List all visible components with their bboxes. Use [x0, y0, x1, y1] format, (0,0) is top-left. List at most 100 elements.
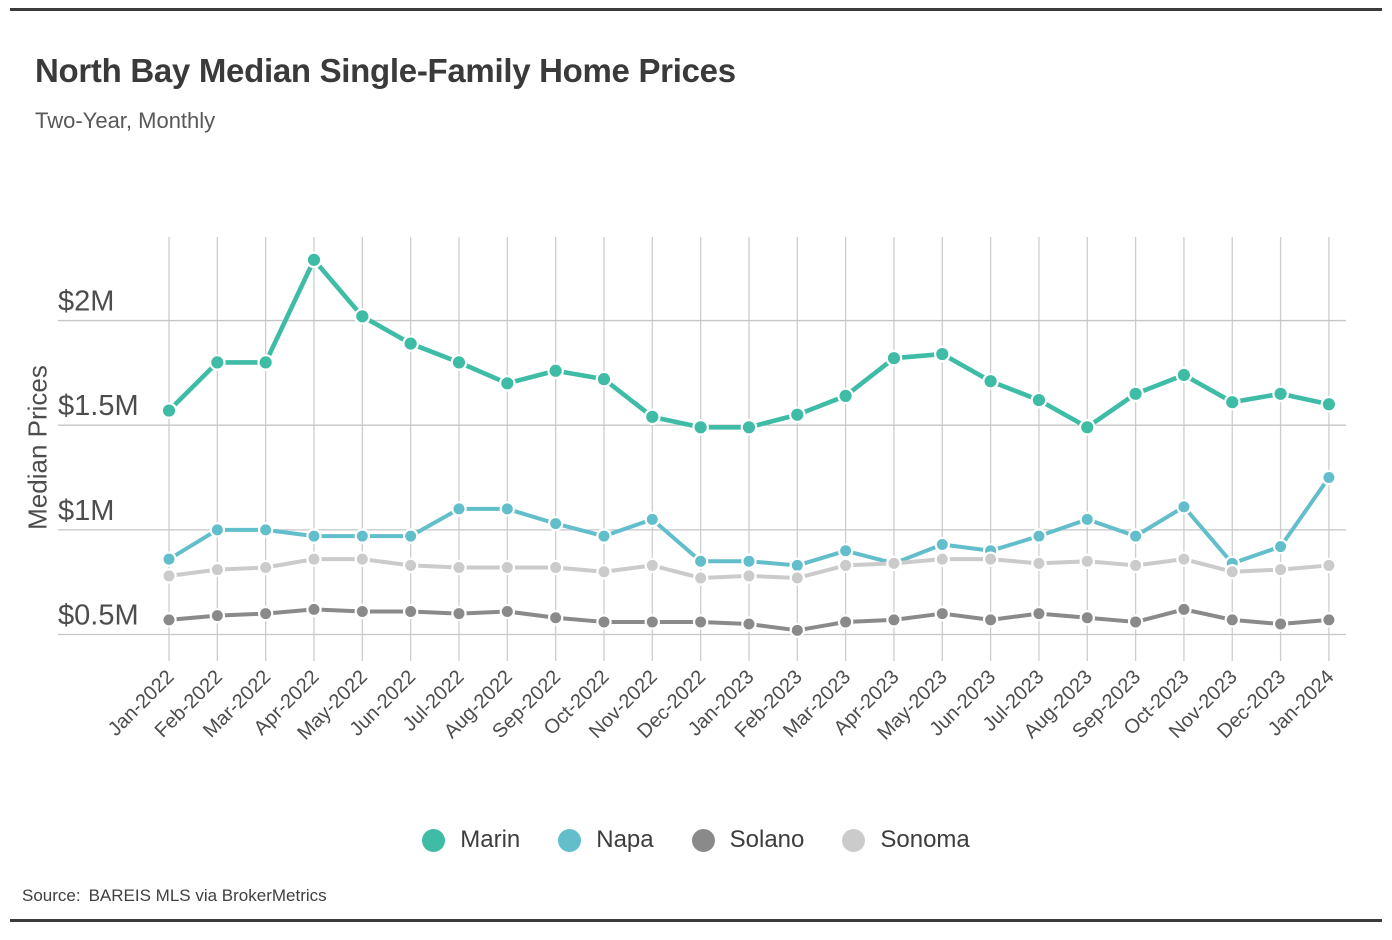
data-point-sonoma[interactable] [1127, 557, 1144, 574]
data-point-solano[interactable] [161, 612, 177, 628]
data-point-solano[interactable] [1224, 612, 1240, 628]
data-point-sonoma[interactable] [837, 557, 854, 574]
data-point-napa[interactable] [934, 536, 950, 553]
data-point-napa[interactable] [451, 501, 467, 517]
data-point-solano[interactable] [257, 605, 274, 622]
data-point-marin[interactable] [933, 345, 951, 363]
data-point-solano[interactable] [934, 605, 950, 622]
data-point-marin[interactable] [1272, 385, 1289, 403]
data-point-marin[interactable] [885, 349, 903, 367]
source-line: Source: BAREIS MLS via BrokerMetrics [22, 886, 327, 906]
data-point-sonoma[interactable] [354, 551, 371, 567]
data-point-marin[interactable] [643, 408, 661, 426]
data-point-marin[interactable] [788, 406, 806, 424]
data-point-napa[interactable] [257, 522, 274, 538]
data-point-napa[interactable] [596, 528, 612, 544]
data-point-napa[interactable] [1272, 538, 1289, 555]
data-point-napa[interactable] [1079, 511, 1095, 528]
data-point-solano[interactable] [789, 622, 805, 639]
data-point-solano[interactable] [402, 603, 419, 620]
legend-item-napa: Napa [558, 826, 654, 854]
data-point-napa[interactable] [741, 553, 757, 569]
data-point-sonoma[interactable] [499, 559, 516, 576]
data-point-napa[interactable] [1176, 499, 1192, 515]
data-point-solano[interactable] [1079, 610, 1095, 626]
data-point-sonoma[interactable] [692, 570, 709, 586]
data-point-solano[interactable] [644, 614, 661, 630]
data-point-solano[interactable] [354, 603, 371, 620]
data-point-sonoma[interactable] [886, 555, 902, 572]
data-point-marin[interactable] [209, 354, 226, 371]
data-point-napa[interactable] [354, 528, 371, 544]
data-point-marin[interactable] [160, 402, 178, 419]
data-point-napa[interactable] [161, 551, 177, 567]
data-point-sonoma[interactable] [306, 551, 322, 567]
data-point-marin[interactable] [305, 251, 323, 269]
data-point-marin[interactable] [692, 418, 709, 436]
data-point-solano[interactable] [1031, 605, 1047, 622]
data-point-napa[interactable] [499, 501, 516, 517]
data-point-marin[interactable] [354, 308, 371, 325]
data-point-solano[interactable] [1272, 616, 1289, 632]
data-point-marin[interactable] [402, 335, 419, 352]
data-point-marin[interactable] [740, 418, 758, 436]
data-point-sonoma[interactable] [1321, 557, 1337, 574]
data-point-sonoma[interactable] [644, 557, 661, 574]
data-point-napa[interactable] [1031, 528, 1047, 544]
data-point-sonoma[interactable] [934, 551, 950, 567]
data-point-napa[interactable] [547, 515, 564, 532]
data-point-marin[interactable] [257, 354, 274, 371]
data-point-marin[interactable] [982, 372, 999, 390]
data-point-napa[interactable] [1321, 469, 1337, 486]
data-point-marin[interactable] [1223, 393, 1241, 411]
data-point-sonoma[interactable] [1176, 551, 1192, 567]
data-point-marin[interactable] [837, 387, 854, 405]
data-point-solano[interactable] [886, 612, 902, 628]
data-point-napa[interactable] [1127, 528, 1144, 544]
data-point-napa[interactable] [837, 543, 854, 559]
data-point-solano[interactable] [1127, 614, 1144, 630]
data-point-sonoma[interactable] [161, 568, 177, 584]
data-point-solano[interactable] [1321, 612, 1337, 628]
data-point-solano[interactable] [596, 614, 612, 630]
data-point-solano[interactable] [837, 614, 854, 630]
data-point-napa[interactable] [209, 522, 226, 538]
data-point-napa[interactable] [402, 528, 419, 544]
data-point-napa[interactable] [692, 553, 709, 569]
data-point-marin[interactable] [1078, 418, 1096, 436]
data-point-marin[interactable] [1175, 366, 1193, 384]
data-point-solano[interactable] [499, 603, 516, 620]
data-point-marin[interactable] [1320, 395, 1338, 413]
data-point-solano[interactable] [741, 616, 757, 632]
data-point-sonoma[interactable] [789, 570, 805, 586]
data-point-sonoma[interactable] [741, 568, 757, 584]
data-point-solano[interactable] [306, 601, 322, 618]
data-point-sonoma[interactable] [209, 561, 226, 578]
data-point-sonoma[interactable] [257, 559, 274, 576]
data-point-napa[interactable] [644, 511, 661, 528]
data-point-sonoma[interactable] [1031, 555, 1047, 572]
data-point-marin[interactable] [1127, 385, 1144, 403]
data-point-solano[interactable] [547, 610, 564, 626]
data-point-marin[interactable] [450, 354, 468, 371]
data-point-solano[interactable] [451, 605, 467, 622]
data-point-marin[interactable] [595, 370, 613, 388]
data-point-marin[interactable] [499, 375, 516, 392]
data-point-sonoma[interactable] [596, 564, 612, 580]
data-point-solano[interactable] [209, 607, 226, 624]
data-point-sonoma[interactable] [547, 559, 564, 576]
data-point-sonoma[interactable] [1079, 553, 1095, 569]
data-point-napa[interactable] [789, 557, 805, 574]
data-point-napa[interactable] [306, 528, 322, 544]
data-point-marin[interactable] [547, 362, 564, 380]
data-point-sonoma[interactable] [1224, 564, 1240, 580]
data-point-sonoma[interactable] [1272, 561, 1289, 578]
data-point-marin[interactable] [1030, 391, 1048, 409]
data-point-sonoma[interactable] [982, 551, 999, 567]
y-tick-label: $0.5M [58, 600, 139, 632]
data-point-solano[interactable] [1176, 601, 1192, 618]
data-point-sonoma[interactable] [402, 557, 419, 574]
data-point-sonoma[interactable] [451, 559, 467, 576]
data-point-solano[interactable] [982, 612, 999, 628]
data-point-solano[interactable] [692, 614, 709, 630]
